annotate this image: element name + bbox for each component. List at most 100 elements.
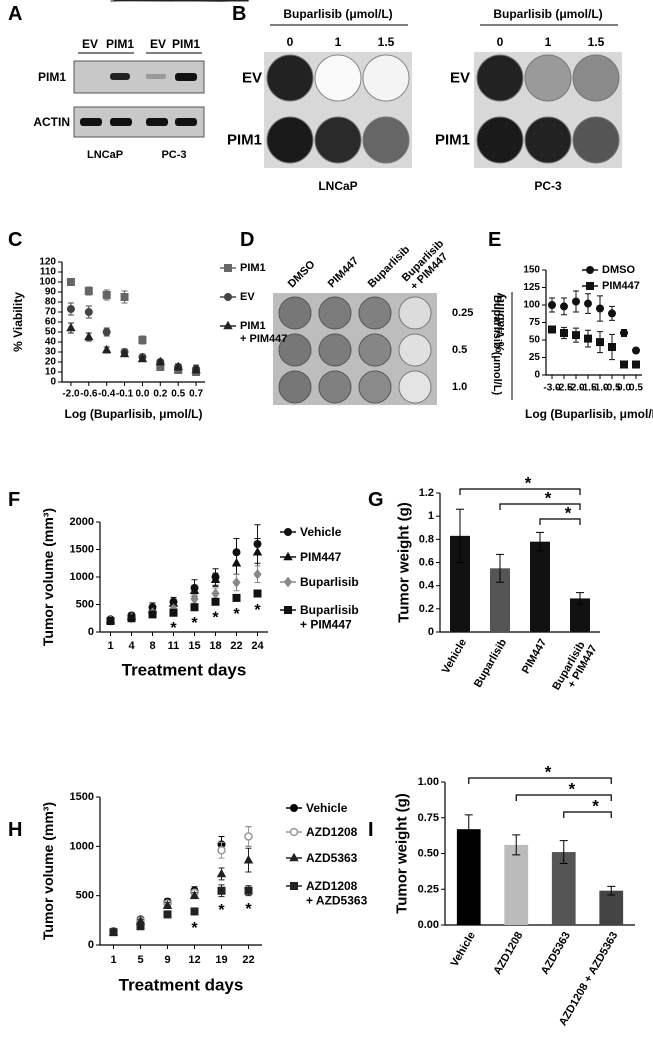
x-tick-label: 22 — [230, 640, 242, 652]
marker — [106, 617, 115, 625]
marker — [232, 593, 241, 602]
marker — [284, 606, 292, 614]
y-tick-label: 0.8 — [419, 533, 434, 545]
well — [318, 333, 352, 367]
y-tick-label: 1 — [428, 510, 434, 522]
significance-bracket — [459, 488, 581, 495]
significance-bracket — [468, 777, 612, 784]
y-tick-label: 0.4 — [419, 580, 435, 592]
error-bar — [576, 592, 584, 605]
band — [80, 118, 102, 126]
marker — [548, 301, 556, 309]
y-tick-label: 120 — [39, 257, 56, 268]
lane-label: EV — [150, 37, 166, 51]
well — [398, 370, 432, 404]
y-axis-title: Tumor volume (mm³) — [40, 508, 56, 646]
legend-label: AZD1208 — [306, 825, 358, 839]
panel-label: H — [8, 819, 22, 841]
y-tick-label: 30 — [45, 347, 57, 358]
marker — [596, 304, 604, 313]
x-tick-label: -2.0 — [62, 389, 80, 400]
y-tick-label: 90 — [45, 287, 57, 298]
x-tick-label: -0.4 — [98, 389, 116, 400]
y-tick-label: 2000 — [70, 516, 94, 528]
band — [175, 73, 197, 81]
significance: * — [525, 474, 532, 493]
marker — [84, 331, 94, 341]
x-tick-label: 0.5 — [171, 389, 185, 400]
marker — [120, 293, 129, 301]
error-bar — [512, 834, 521, 856]
well — [398, 296, 432, 330]
significance: * — [545, 763, 552, 782]
row-label: EV — [450, 70, 470, 87]
well — [318, 296, 352, 330]
marker — [84, 287, 93, 295]
lane-label: PIM1 — [106, 37, 134, 51]
bar — [599, 890, 624, 925]
legend-label: PIM447 — [602, 280, 640, 292]
x-tick-label: 0.0 — [617, 383, 631, 394]
bar — [570, 598, 590, 632]
marker — [127, 614, 136, 623]
error-bar — [456, 508, 464, 563]
bar — [456, 829, 481, 925]
y-tick-label: 75 — [529, 317, 541, 328]
y-tick-label: 70 — [45, 307, 57, 318]
significance: * — [233, 606, 240, 623]
row-label: PIM1 — [38, 70, 66, 84]
panel-label: G — [368, 489, 384, 511]
legend-label: PIM1 — [240, 262, 266, 274]
y-axis-title: % Viability — [11, 292, 25, 352]
x-tick-label: 0.0 — [135, 389, 149, 400]
legend-label: PIM1 + PIM447 — [240, 320, 287, 345]
marker — [119, 348, 130, 358]
y-tick-label: 10 — [45, 367, 57, 378]
significance: * — [592, 797, 599, 816]
y-tick-label: 80 — [45, 297, 57, 308]
dose: 1.5 — [588, 35, 605, 49]
y-tick-label: 1.2 — [419, 487, 434, 499]
marker — [137, 353, 148, 363]
marker — [290, 804, 298, 812]
well — [278, 370, 312, 404]
marker — [584, 334, 592, 343]
dose-title: Buparlisib (μmol/L) — [491, 295, 503, 396]
marker — [586, 282, 594, 290]
well — [362, 54, 410, 102]
y-tick-label: 1500 — [70, 544, 94, 556]
band — [110, 118, 132, 126]
legend-label: AZD1208 + AZD5363 — [306, 879, 368, 907]
legend-label: Buparlisib — [300, 575, 359, 589]
x-tick-label: 12 — [188, 954, 200, 966]
marker — [101, 344, 112, 354]
marker — [253, 589, 262, 598]
marker — [189, 585, 200, 595]
panel-label: I — [368, 819, 374, 841]
significance: * — [545, 489, 552, 508]
band — [175, 118, 197, 126]
marker — [224, 264, 232, 272]
marker — [632, 360, 640, 369]
dose: 1 — [545, 35, 552, 49]
y-tick-label: 50 — [45, 327, 57, 338]
panel-label: D — [240, 229, 254, 251]
x-tick-label: 18 — [209, 640, 221, 652]
dose: 1 — [335, 35, 342, 49]
well — [398, 333, 432, 367]
cell-line: LNCaP — [318, 179, 357, 193]
marker — [191, 364, 201, 374]
y-tick-label: 110 — [40, 267, 57, 278]
legend-label: PIM447 — [300, 550, 342, 564]
x-tick-label: -0.6 — [80, 389, 98, 400]
x-tick-label: 0.7 — [189, 389, 203, 400]
y-tick-label: 0 — [50, 377, 56, 388]
significance: * — [170, 620, 177, 637]
dose: 1.0 — [452, 381, 467, 393]
y-tick-label: 1000 — [70, 840, 94, 852]
series-line — [113, 0, 249, 2]
well — [266, 116, 314, 164]
marker — [217, 886, 226, 895]
